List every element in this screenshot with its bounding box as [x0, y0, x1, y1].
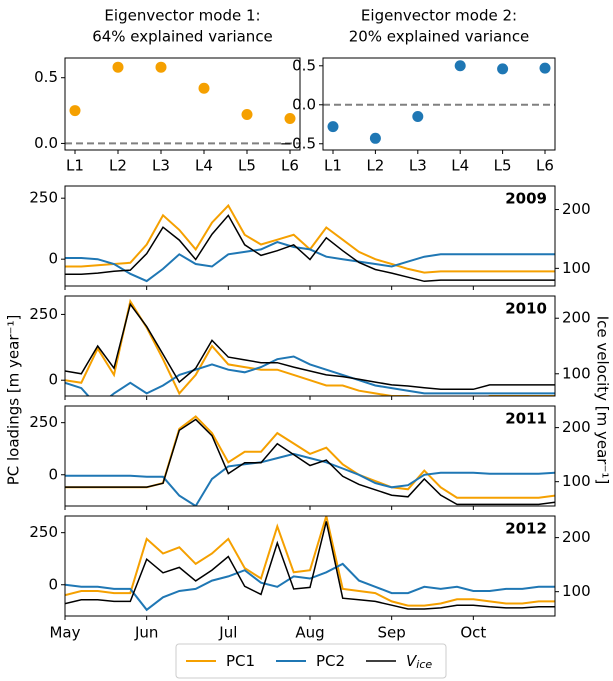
y2-tick-label: 100	[562, 259, 591, 277]
x-tick-label: Aug	[295, 624, 324, 642]
point	[497, 63, 509, 75]
x-tick-label: May	[49, 624, 80, 642]
x-tick-label: Jun	[134, 624, 158, 642]
x-tick-label: Oct	[460, 624, 486, 642]
y-tick-label: 0.5	[34, 68, 58, 86]
point	[112, 61, 124, 73]
x-tick-label: L2	[109, 157, 127, 175]
legend-label: PC2	[316, 652, 345, 670]
series-line	[65, 241, 555, 283]
point	[284, 112, 296, 124]
point	[155, 61, 167, 73]
y2-axis-label: Ice velocity [m year⁻¹]	[594, 316, 612, 485]
y-tick-label: −0.5	[280, 134, 316, 152]
axes-frame	[322, 57, 556, 151]
y-tick-label: 0.0	[34, 134, 58, 152]
point	[241, 109, 253, 121]
chart-subtitle: 64% explained variance	[92, 28, 273, 46]
series-line	[65, 452, 555, 506]
y-axis-label: PC loadings [m year⁻¹]	[5, 315, 23, 486]
y2-tick-label: 100	[562, 472, 591, 490]
y-tick-label: 0.0	[292, 95, 316, 113]
point	[454, 60, 466, 72]
y-tick-label: 0	[48, 371, 58, 389]
axes-frame	[64, 57, 301, 151]
axes-frame	[64, 295, 556, 397]
axes-frame	[64, 515, 556, 617]
x-tick-label: L5	[238, 157, 256, 175]
point	[539, 62, 551, 74]
point	[369, 132, 381, 144]
year-annotation: 2010	[505, 300, 547, 318]
point	[69, 105, 81, 117]
point	[327, 121, 339, 133]
y2-tick-label: 200	[562, 309, 591, 327]
legend-label: Vice	[406, 652, 432, 672]
chart-title: Eigenvector mode 2:	[361, 7, 517, 25]
y2-tick-label: 100	[562, 582, 591, 600]
series-line	[65, 302, 555, 391]
legend-label-subscript: ice	[416, 658, 432, 671]
x-tick-label: L4	[451, 157, 469, 175]
legend-label-main: PC1	[226, 652, 255, 670]
series-line	[65, 214, 555, 283]
y-tick-label: 0	[48, 465, 58, 483]
legend-label-main: PC2	[316, 652, 345, 670]
y-tick-label: 250	[29, 305, 58, 323]
x-tick-label: Sep	[378, 624, 406, 642]
y-tick-label: 250	[29, 413, 58, 431]
axes-frame	[64, 405, 556, 507]
x-tick-label: L5	[494, 157, 512, 175]
x-tick-label: Jul	[218, 624, 237, 642]
y-tick-label: 250	[29, 523, 58, 541]
y-tick-label: 250	[29, 189, 58, 207]
y-tick-label: 0	[48, 575, 58, 593]
series-line	[65, 521, 555, 610]
x-tick-label: L3	[409, 157, 427, 175]
year-annotation: 2011	[505, 410, 547, 428]
x-tick-label: L2	[366, 157, 384, 175]
series-line	[65, 418, 555, 506]
chart-title: Eigenvector mode 1:	[104, 7, 260, 25]
series-line	[65, 415, 555, 499]
year-annotation: 2009	[505, 190, 547, 208]
legend-label: PC1	[226, 652, 255, 670]
x-tick-label: L3	[152, 157, 170, 175]
y2-tick-label: 200	[562, 418, 591, 436]
point	[412, 110, 424, 122]
series-line	[65, 562, 555, 612]
x-tick-label: L4	[195, 157, 213, 175]
x-tick-label: L6	[281, 157, 299, 175]
series-line	[65, 516, 555, 607]
y-tick-label: 0	[48, 250, 58, 268]
x-tick-label: L6	[536, 157, 554, 175]
y2-tick-label: 200	[562, 200, 591, 218]
year-annotation: 2012	[505, 520, 547, 538]
point	[198, 82, 210, 94]
x-tick-label: L1	[324, 157, 342, 175]
y-tick-label: 0.5	[292, 56, 316, 74]
chart-subtitle: 20% explained variance	[349, 28, 530, 46]
y2-tick-label: 100	[562, 364, 591, 382]
y2-tick-label: 200	[562, 528, 591, 546]
legend-box	[175, 643, 447, 679]
series-line	[65, 355, 555, 396]
legend-label-main: V	[406, 652, 418, 670]
axes-frame	[64, 185, 556, 287]
x-tick-label: L1	[66, 157, 84, 175]
